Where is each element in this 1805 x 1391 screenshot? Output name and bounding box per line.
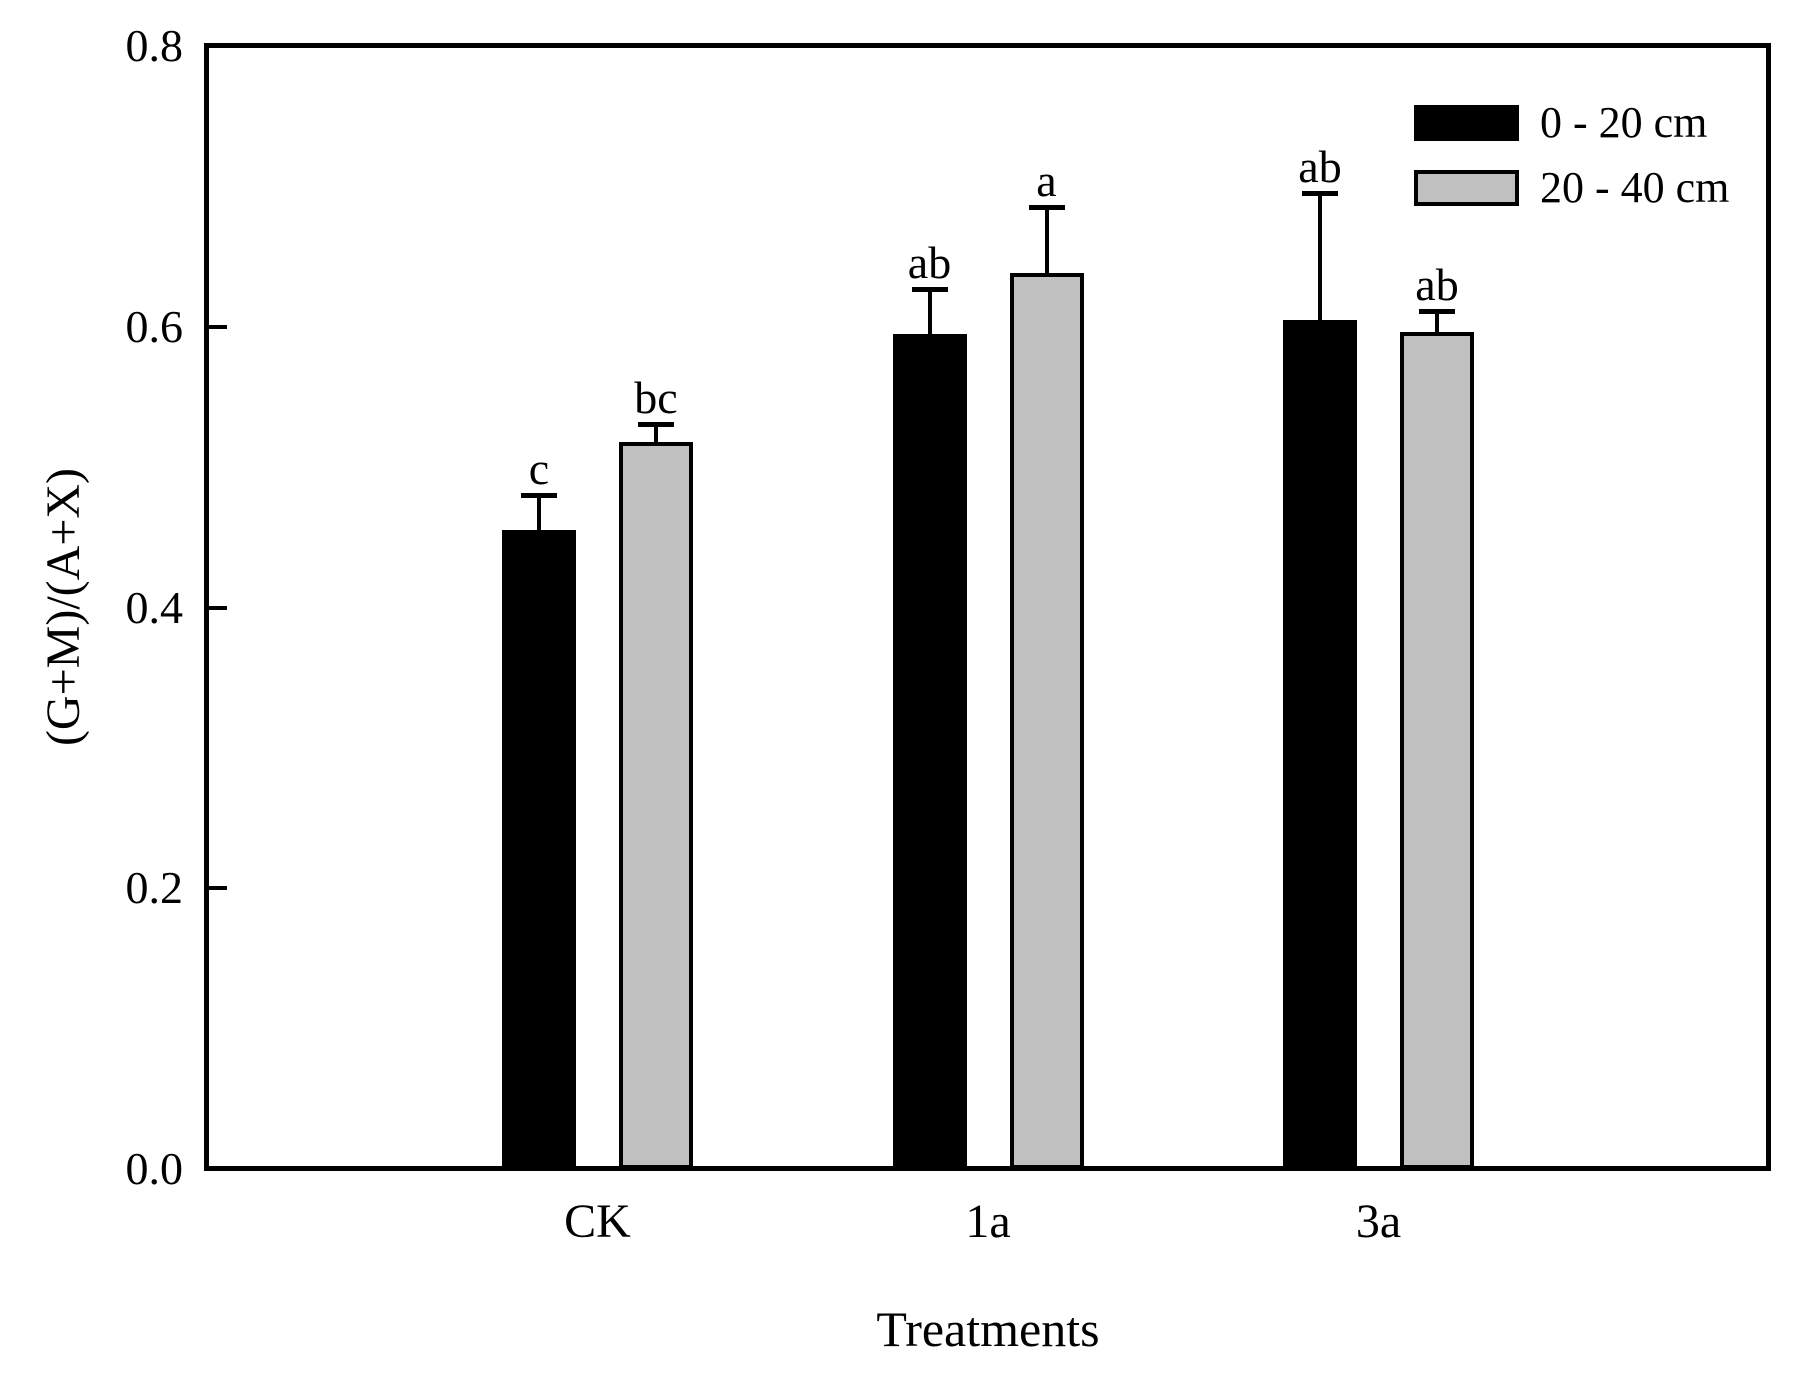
bar (502, 530, 576, 1169)
y-tick-label: 0.8 (125, 20, 184, 71)
y-tick (209, 324, 227, 329)
error-bar-stem (927, 288, 932, 334)
legend: 0 - 20 cm 20 - 40 cm (1414, 98, 1730, 235)
y-tick (209, 44, 227, 48)
plot-area (204, 43, 1771, 1171)
y-tick (209, 886, 227, 891)
y-tick (209, 1167, 227, 1171)
legend-swatch-gray (1414, 170, 1519, 206)
significance-letter: ab (1298, 141, 1342, 193)
y-tick (209, 605, 227, 610)
error-bar-cap (1419, 309, 1455, 315)
y-tick-label: 0.4 (125, 581, 184, 633)
legend-row-0-20cm: 0 - 20 cm (1414, 98, 1729, 147)
significance-letter: bc (634, 371, 678, 423)
x-category-label: CK (564, 1195, 631, 1248)
y-tick-label: 0.2 (125, 862, 184, 914)
bar (1400, 332, 1474, 1169)
x-category-label: 3a (1355, 1195, 1402, 1248)
error-bar-cap (638, 421, 674, 427)
legend-label: 0 - 20 cm (1540, 98, 1708, 147)
error-bar-stem (537, 495, 541, 531)
significance-letter: a (1036, 155, 1057, 207)
error-bar-stem (1044, 207, 1049, 274)
bar (1283, 319, 1357, 1169)
error-bar-cap (1302, 191, 1338, 197)
legend-swatch-black (1414, 105, 1519, 141)
significance-letter: ab (907, 236, 952, 288)
error-bar-stem (654, 423, 658, 442)
error-bar-cap (1028, 205, 1065, 211)
error-bar-stem (1435, 311, 1439, 333)
significance-letter: c (528, 443, 550, 495)
bar (619, 441, 693, 1169)
y-tick-label: 0.0 (125, 1143, 184, 1194)
error-bar-cap (911, 286, 948, 292)
significance-letter: ab (1415, 259, 1459, 311)
x-category-label: 1a (965, 1195, 1011, 1248)
y-axis-title: (G+M)/(A+X) (37, 467, 90, 747)
error-bar-cap (521, 493, 557, 499)
legend-row-20-40cm: 20 - 40 cm (1414, 163, 1730, 212)
legend-label: 20 - 40 cm (1540, 163, 1730, 212)
x-axis-title: Treatments (876, 1301, 1100, 1357)
error-bar-stem (1318, 193, 1322, 320)
bar (1009, 273, 1084, 1169)
y-tick-label: 0.6 (125, 300, 184, 352)
bar (892, 333, 967, 1169)
